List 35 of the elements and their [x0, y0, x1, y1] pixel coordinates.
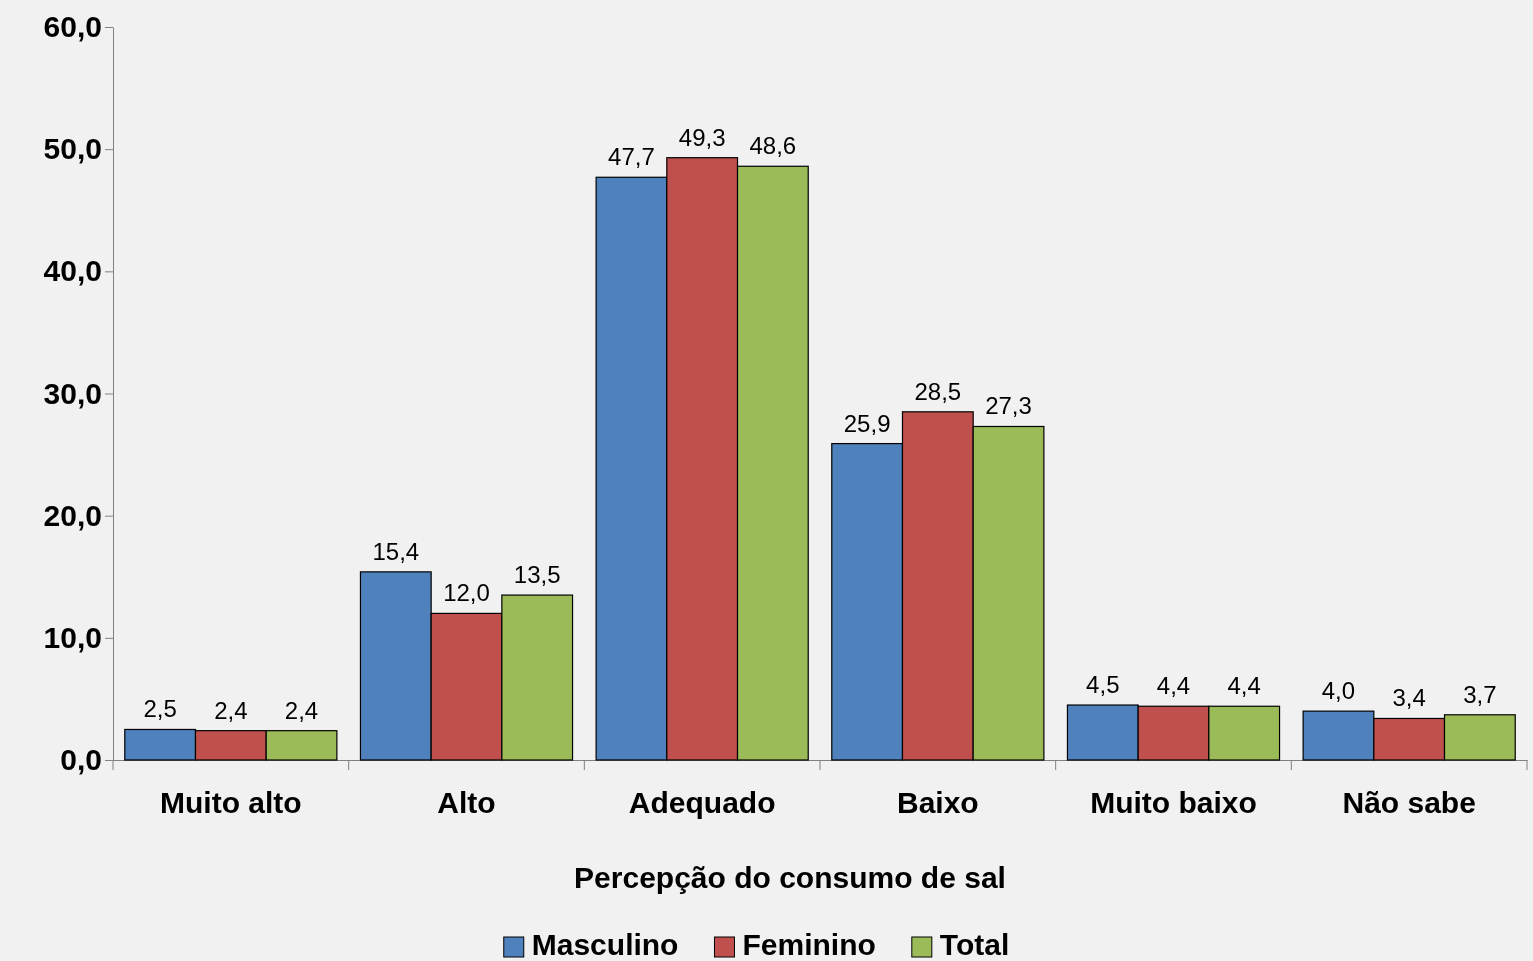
data-label: 3,4 — [1392, 684, 1426, 712]
x-tick-label: Baixo — [896, 786, 979, 820]
data-label: 4,4 — [1156, 672, 1191, 700]
data-label: 4,4 — [1227, 672, 1261, 700]
x-tick-label: Alto — [437, 786, 496, 820]
x-tick-label: Adequado — [628, 786, 776, 820]
legend-label: Feminino — [742, 928, 876, 961]
data-label: 47,7 — [608, 143, 655, 171]
data-label: 2,4 — [214, 696, 248, 724]
data-label: 49,3 — [678, 123, 726, 151]
y-tick-label: 40,0 — [43, 254, 102, 288]
legend-label: Total — [939, 928, 1010, 961]
data-label: 12,0 — [443, 579, 490, 607]
y-tick-label: 60,0 — [43, 10, 102, 44]
data-label: 3,7 — [1463, 680, 1497, 708]
data-label: 48,6 — [749, 132, 797, 160]
data-label: 13,5 — [513, 561, 561, 589]
data-label: 2,4 — [284, 696, 319, 724]
data-label: 27,3 — [985, 392, 1032, 420]
data-label: 25,9 — [843, 409, 891, 437]
x-tick-label: Muito baixo — [1090, 786, 1257, 820]
data-label: 4,0 — [1321, 677, 1356, 705]
data-label: 4,5 — [1086, 671, 1120, 699]
legend-label: Masculino — [531, 928, 679, 961]
x-tick-label: Não sabe — [1342, 786, 1476, 820]
y-tick-label: 0,0 — [60, 743, 102, 777]
x-tick-label: Muito alto — [160, 786, 302, 820]
data-label: 2,5 — [143, 695, 177, 723]
y-tick-label: 20,0 — [43, 498, 102, 532]
y-tick-label: 10,0 — [43, 620, 102, 654]
y-tick-label: 30,0 — [43, 376, 102, 410]
y-tick-label: 50,0 — [43, 132, 102, 166]
data-label: 15,4 — [372, 537, 420, 565]
x-axis-title: Percepção do consumo de sal — [574, 861, 1006, 894]
data-label: 28,5 — [914, 377, 962, 405]
